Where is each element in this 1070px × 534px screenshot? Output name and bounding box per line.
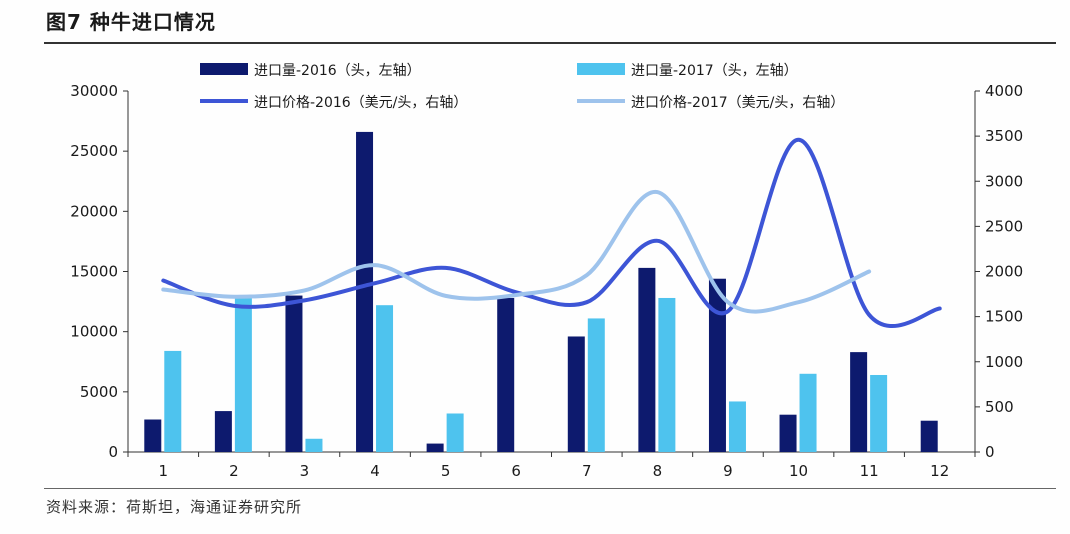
y-right-tick-label: 3500 <box>985 127 1023 145</box>
y-right-tick-label: 4000 <box>985 82 1023 100</box>
bar-2016-month-2 <box>214 411 232 452</box>
x-tick-label: 9 <box>723 462 733 480</box>
x-tick-label: 2 <box>229 462 239 480</box>
price-line-2016 <box>161 137 942 329</box>
x-tick-label: 1 <box>159 462 169 480</box>
bar-2016-month-4 <box>356 131 374 452</box>
y-left-tick-label: 15000 <box>70 263 118 281</box>
bar-2017-month-10 <box>799 373 817 452</box>
bar-2016-month-12 <box>920 420 938 452</box>
bar-2016-month-7 <box>567 336 585 452</box>
bar-2017-month-7 <box>587 318 605 452</box>
legend-bar-2016-swatch <box>200 63 248 75</box>
bar-2017-month-1 <box>164 350 182 452</box>
y-left-tick-label: 0 <box>108 443 118 461</box>
y-right-tick-label: 2500 <box>985 217 1023 235</box>
bar-2016-month-1 <box>144 419 162 452</box>
y-left-tick-label: 10000 <box>70 323 118 341</box>
x-tick-label: 10 <box>789 462 808 480</box>
x-tick-label: 5 <box>441 462 451 480</box>
x-tick-label: 8 <box>653 462 663 480</box>
legend-line-2017-label: 进口价格-2017（美元/头，右轴） <box>631 95 844 111</box>
legend-bar-2017-swatch <box>577 63 625 75</box>
footer-divider <box>44 488 1056 489</box>
x-tick-label: 7 <box>582 462 592 480</box>
bar-series <box>144 131 938 452</box>
price-line-2017 <box>161 190 872 314</box>
x-tick-label: 12 <box>930 462 949 480</box>
bar-2017-month-3 <box>305 438 323 452</box>
y-right-tick-label: 3000 <box>985 172 1023 190</box>
bar-2016-month-8 <box>638 267 656 452</box>
source-note: 资料来源：荷斯坦，海通证券研究所 <box>46 498 303 516</box>
y-left-tick-label: 5000 <box>80 383 118 401</box>
legend-bar-2017-label: 进口量-2017（头，左轴） <box>631 63 798 79</box>
x-tick-label: 6 <box>511 462 521 480</box>
y-left-tick-label: 20000 <box>70 202 118 220</box>
bar-2016-month-6 <box>497 297 515 452</box>
line-series <box>161 137 942 329</box>
bar-2017-month-11 <box>870 374 888 452</box>
y-right-tick-label: 1000 <box>985 353 1023 371</box>
y-left-tick-label: 30000 <box>70 82 118 100</box>
legend: 进口量-2016（头，左轴） 进口量-2017（头，左轴） 进口价格-2016（美元… <box>200 63 844 111</box>
x-tick-label: 3 <box>300 462 310 480</box>
bar-2016-month-10 <box>779 414 797 452</box>
bar-2016-month-11 <box>850 352 868 452</box>
bar-2016-month-9 <box>708 278 726 452</box>
chart: 0500010000150002000025000300000500100015… <box>70 63 1023 480</box>
y-right-tick-label: 500 <box>985 398 1014 416</box>
chart-title: 图7 种牛进口情况 <box>46 10 216 34</box>
y-right-tick-label: 2000 <box>985 263 1023 281</box>
legend-bar-2016-label: 进口量-2016（头，左轴） <box>254 63 421 79</box>
x-tick-label: 4 <box>370 462 380 480</box>
bar-2016-month-5 <box>426 443 444 452</box>
bar-2017-month-9 <box>728 401 746 452</box>
axes: 0500010000150002000025000300000500100015… <box>70 82 1023 480</box>
x-tick-label: 11 <box>860 462 879 480</box>
bar-2017-month-8 <box>658 297 676 452</box>
y-right-tick-label: 0 <box>985 443 995 461</box>
y-right-tick-label: 1500 <box>985 308 1023 326</box>
y-left-tick-label: 25000 <box>70 142 118 160</box>
bar-2017-month-4 <box>376 305 394 452</box>
title-divider <box>44 42 1056 44</box>
bar-2016-month-3 <box>285 295 303 452</box>
bar-2017-month-5 <box>446 413 464 452</box>
bar-2017-month-2 <box>234 296 252 452</box>
legend-line-2016-label: 进口价格-2016（美元/头，右轴） <box>254 95 467 111</box>
